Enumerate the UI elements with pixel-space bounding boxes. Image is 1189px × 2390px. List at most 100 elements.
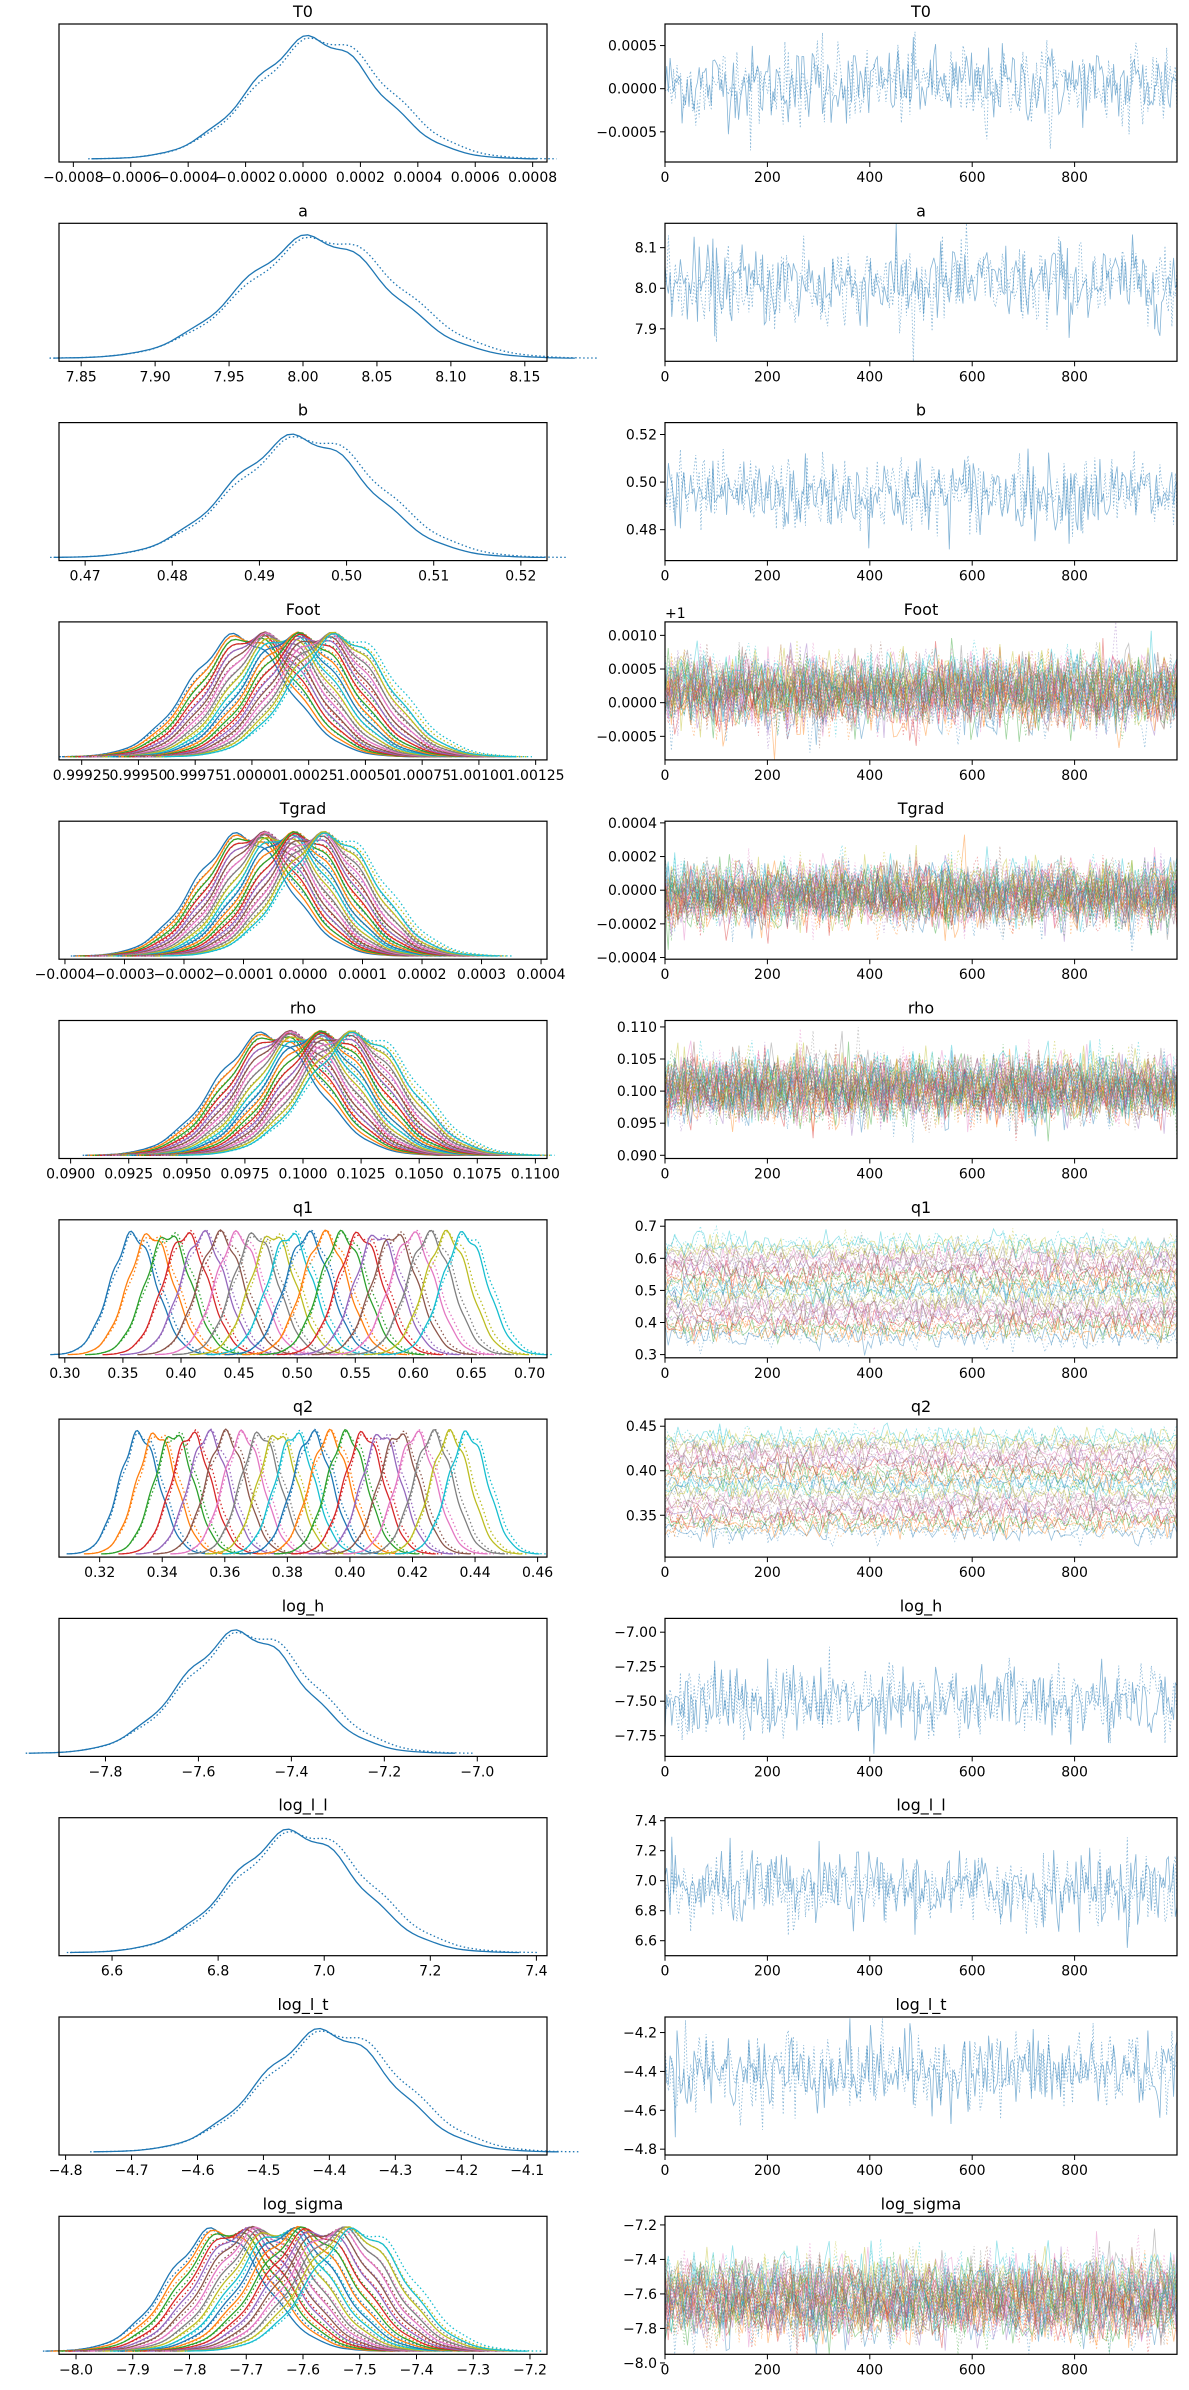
trace-ytick-label: −4.8 (623, 2142, 657, 2158)
kde-xtick-label: −0.0004 (35, 967, 96, 983)
trace-line-Foot-c0-chain0 (664, 667, 1178, 745)
trace-line-Tgrad-c4-chain1 (664, 853, 1178, 933)
kde-xtick-label: −4.2 (444, 2163, 478, 2179)
kde-xtick-label: 0.1100 (511, 1167, 560, 1183)
trace-line-Tgrad-c0-chain1 (664, 876, 1178, 952)
trace-line-q2-c6-chain0 (664, 1487, 1178, 1521)
kde-line-log_sigma-c10-chain1 (117, 2225, 476, 2352)
trace-line-Tgrad-c12-chain0 (664, 854, 1178, 924)
trace-line-rho-c19-chain0 (664, 1040, 1178, 1118)
trace-line-q1-c2-chain0 (664, 1305, 1178, 1345)
kde-xtick-label: −0.0008 (43, 170, 104, 186)
trace-xtick-label: 0 (661, 1366, 670, 1382)
trace-ytick-label: 0.0005 (608, 39, 657, 55)
kde-line-rho-c0-chain0 (85, 1031, 446, 1156)
kde-xtick-label: −0.0006 (100, 170, 161, 186)
trace-line-q2-c6-chain1 (664, 1487, 1178, 1517)
kde-line-Foot-c0-chain0 (61, 632, 415, 758)
trace-line-rho-c13-chain0 (664, 1046, 1178, 1120)
kde-xtick-label: 1.00000 (223, 768, 281, 784)
kde-line-log_sigma-c19-chain1 (184, 2230, 543, 2352)
trace-lines-Foot (664, 621, 1178, 760)
kde-frame-T0 (58, 23, 548, 163)
trace-line-q1-c15-chain0 (664, 1246, 1178, 1283)
trace-ytick-label: −0.0004 (596, 951, 657, 967)
kde-frame-q1 (58, 1219, 548, 1359)
trace-line-log_sigma-c4-chain0 (664, 2270, 1178, 2351)
trace-line-q1-c1-chain1 (664, 1315, 1178, 1344)
trace-xtick-label: 800 (1061, 170, 1088, 186)
trace-line-log_sigma-c18-chain1 (664, 2241, 1178, 2325)
trace-ytick-label: 7.4 (635, 1814, 657, 1830)
kde-line-rho-c19-chain0 (178, 1031, 539, 1156)
trace-line-rho-c5-chain0 (664, 1057, 1178, 1122)
trace-line-log_sigma-c19-chain0 (664, 2240, 1178, 2322)
trace-title-log_sigma: log_sigma (881, 2194, 962, 2214)
trace-line-q1-c6-chain0 (664, 1291, 1178, 1325)
trace-line-log_sigma-c13-chain0 (664, 2257, 1178, 2340)
trace-xtick-label: 800 (1061, 1167, 1088, 1183)
kde-curves-log_h (25, 1629, 474, 1754)
kde-line-q2-c5-chain1 (152, 1429, 304, 1555)
kde-line-q1-c16-chain0 (330, 1231, 495, 1356)
kde-line-log_sigma-c12-chain0 (134, 2226, 476, 2352)
trace-xtick-label: 400 (856, 1764, 883, 1780)
kde-curves-Tgrad (70, 830, 514, 957)
kde-line-b-c0-chain0 (53, 433, 546, 559)
kde-line-q1-c12-chain0 (260, 1229, 425, 1356)
kde-line-Foot-c8-chain1 (102, 635, 473, 758)
trace-ytick-label: 0.105 (617, 1052, 657, 1068)
kde-xtick-label: 0.1050 (395, 1167, 444, 1183)
trace-line-log_sigma-c12-chain1 (664, 2250, 1178, 2328)
trace-line-q2-c4-chain1 (664, 1493, 1178, 1525)
kde-line-Tgrad-c1-chain0 (77, 834, 414, 957)
trace-ytick-label: 8.1 (635, 241, 657, 257)
kde-xtick-label: 0.0900 (46, 1167, 95, 1183)
kde-xtick-label: 0.0000 (279, 170, 328, 186)
trace-line-Tgrad-c13-chain0 (664, 859, 1178, 921)
kde-xtick-label: 0.60 (398, 1366, 429, 1382)
trace-line-log_sigma-c16-chain0 (664, 2231, 1178, 2320)
trace-xtick-label: 600 (959, 170, 986, 186)
kde-line-q1-c7-chain0 (173, 1232, 338, 1356)
kde-xtick-label: 0.0002 (398, 967, 447, 983)
kde-line-rho-c12-chain0 (143, 1030, 505, 1156)
kde-xtick-label: 8.00 (287, 369, 318, 385)
kde-title-log_sigma: log_sigma (263, 2194, 344, 2214)
trace-line-Tgrad-c6-chain1 (664, 865, 1178, 940)
kde-line-log_sigma-c8-chain0 (104, 2232, 446, 2352)
kde-xtick-label: 1.00125 (507, 768, 565, 784)
kde-line-q2-c8-chain0 (205, 1434, 350, 1555)
trace-line-Foot-c19-chain1 (664, 639, 1178, 711)
trace-line-log_sigma-c16-chain1 (664, 2234, 1178, 2328)
trace-ytick-label: 0.0002 (608, 850, 657, 866)
trace-ytick-label: −4.2 (623, 2026, 657, 2042)
trace-ytick-label: −7.75 (614, 1729, 657, 1745)
trace-line-q1-c6-chain1 (664, 1289, 1178, 1324)
kde-line-q2-c12-chain1 (273, 1430, 425, 1555)
trace-line-q2-c0-chain1 (664, 1515, 1178, 1548)
kde-xtick-label: 6.6 (101, 1964, 123, 1980)
trace-line-q1-c16-chain0 (664, 1241, 1178, 1274)
kde-line-q1-c5-chain0 (138, 1229, 303, 1356)
kde-frame-log_h (58, 1617, 548, 1758)
kde-xtick-label: 0.34 (147, 1565, 178, 1581)
trace-line-q2-c17-chain0 (664, 1430, 1178, 1465)
trace-lines-q1 (664, 1224, 1178, 1356)
trace-ytick-label: 6.8 (635, 1904, 657, 1920)
kde-line-q1-c13-chain1 (276, 1234, 450, 1356)
trace-xtick-label: 800 (1061, 1764, 1088, 1780)
trace-line-Tgrad-c0-chain0 (664, 868, 1178, 940)
trace-line-q1-c2-chain1 (664, 1309, 1178, 1344)
trace-xtick-label: 600 (959, 1167, 986, 1183)
trace-line-q1-c9-chain1 (664, 1277, 1178, 1309)
kde-line-Tgrad-c5-chain0 (96, 830, 433, 957)
trace-title-log_h: log_h (900, 1596, 943, 1616)
kde-xtick-label: 7.0 (313, 1964, 335, 1980)
kde-line-q1-c15-chain1 (311, 1231, 485, 1356)
trace-title-b: b (916, 401, 926, 420)
trace-line-log_l_t-c0-chain1 (664, 2018, 1178, 2130)
kde-frame-Foot (58, 621, 548, 761)
kde-line-q1-c14-chain0 (295, 1234, 460, 1356)
